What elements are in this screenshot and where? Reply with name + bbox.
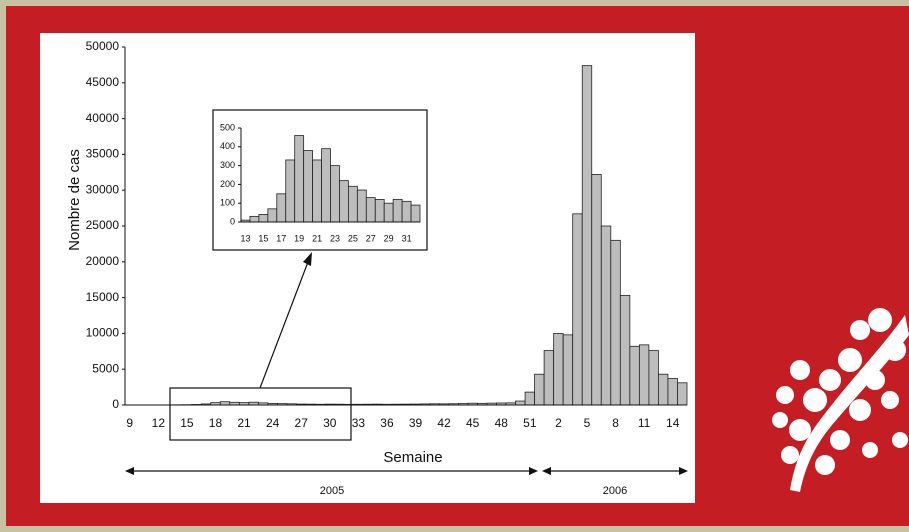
bar — [677, 382, 688, 406]
x-tick-label: 9 — [126, 416, 133, 430]
y-tick-label: 200 — [220, 179, 235, 189]
zoom-pointer — [259, 261, 309, 389]
bar — [553, 332, 564, 406]
x-tick-label: 21 — [237, 416, 251, 430]
zoom-arrowhead — [303, 252, 312, 266]
y-axis-title: Nombre de cas — [66, 149, 83, 251]
x-tick-label: 2 — [555, 416, 562, 430]
bar — [610, 239, 621, 406]
plots: 0500010000150002000025000300003500040000… — [86, 39, 688, 430]
bar — [638, 344, 650, 406]
x-tick-label: 39 — [409, 416, 423, 430]
x-tick-label: 17 — [276, 233, 286, 243]
x-tick-label: 31 — [402, 233, 412, 243]
bar — [543, 350, 555, 406]
x-tick-label: 12 — [152, 416, 166, 430]
arrow-heads — [125, 467, 688, 475]
y-tick-label: 50000 — [86, 39, 120, 53]
bar — [600, 225, 612, 406]
bar — [374, 199, 385, 223]
bar — [667, 378, 678, 406]
x-tick-label: 24 — [266, 416, 280, 430]
x-tick-label: 15 — [180, 416, 194, 430]
x-tick-label: 29 — [384, 233, 394, 243]
bar — [410, 204, 421, 223]
bar — [572, 213, 583, 406]
x-tick-label: 30 — [323, 416, 337, 430]
period-label: 2005 — [320, 485, 344, 497]
x-tick-label: 14 — [666, 416, 680, 430]
y-tick-label: 45000 — [86, 75, 120, 89]
bar — [658, 373, 669, 406]
x-tick-label: 48 — [495, 416, 509, 430]
x-tick-label: 42 — [437, 416, 451, 430]
y-tick-label: 0 — [230, 216, 235, 226]
bar — [321, 148, 331, 223]
x-tick-label: 15 — [258, 233, 268, 243]
x-tick-label: 45 — [466, 416, 480, 430]
y-tick-label: 5000 — [92, 361, 119, 375]
y-tick-label: 100 — [220, 198, 235, 208]
y-tick-label: 400 — [220, 141, 235, 151]
bar — [392, 199, 403, 223]
bar — [648, 350, 659, 406]
x-tick-label: 5 — [584, 416, 591, 430]
x-tick-label: 36 — [380, 416, 394, 430]
bar — [347, 185, 358, 223]
bar — [591, 174, 602, 406]
x-tick-label: 51 — [523, 416, 537, 430]
logo — [772, 308, 909, 492]
x-tick-label: 25 — [348, 233, 358, 243]
bar — [524, 391, 535, 406]
x-tick-label: 13 — [240, 233, 250, 243]
bar — [629, 345, 640, 406]
y-tick-label: 500 — [220, 122, 235, 132]
bar — [356, 189, 367, 223]
period-label: 2006 — [603, 485, 627, 497]
x-tick-label: 33 — [352, 416, 366, 430]
x-tick-label: 27 — [366, 233, 376, 243]
bar — [258, 214, 269, 223]
bar — [330, 165, 340, 223]
bar — [515, 400, 526, 406]
bar — [365, 197, 376, 223]
bar — [401, 200, 412, 223]
bar — [276, 193, 287, 223]
x-tick-label: 18 — [209, 416, 223, 430]
bar — [249, 215, 260, 223]
y-tick-label: 30000 — [86, 182, 120, 196]
bar — [339, 180, 349, 223]
y-tick-label: 15000 — [86, 290, 120, 304]
y-tick-label: 25000 — [86, 218, 120, 232]
y-tick-label: 20000 — [86, 254, 120, 268]
bar — [303, 150, 313, 223]
y-tick-label: 300 — [220, 160, 235, 170]
y-tick-label: 35000 — [86, 147, 120, 161]
bar — [562, 334, 574, 406]
x-tick-label: 11 — [638, 416, 651, 430]
bar — [294, 135, 305, 223]
bar — [581, 65, 593, 406]
bar — [534, 373, 545, 406]
bar — [383, 202, 394, 223]
x-tick-label: 27 — [295, 416, 309, 430]
x-axis-title: Semaine — [383, 449, 442, 466]
x-tick-label: 21 — [312, 233, 322, 243]
bar — [285, 159, 296, 223]
y-tick-label: 10000 — [86, 326, 120, 340]
y-tick-label: 0 — [112, 397, 119, 411]
bar — [619, 295, 631, 406]
bar — [267, 208, 278, 223]
x-tick-label: 23 — [330, 233, 340, 243]
x-tick-label: 8 — [612, 416, 619, 430]
bar — [312, 159, 322, 223]
y-tick-label: 40000 — [86, 111, 120, 125]
x-tick-label: 19 — [294, 233, 304, 243]
